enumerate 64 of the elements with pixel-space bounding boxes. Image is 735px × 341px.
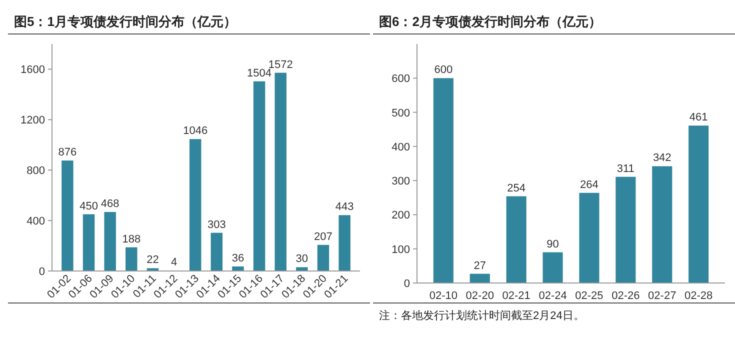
bar	[317, 244, 330, 271]
bar	[232, 266, 244, 271]
data-label: 443	[335, 201, 354, 214]
data-label: 207	[314, 230, 332, 243]
bar	[652, 166, 672, 283]
bar	[542, 252, 563, 283]
text: 注：各地发行计划统计时间截至2月24日。	[379, 309, 584, 322]
data-label: 90	[546, 238, 559, 250]
data-label: 468	[100, 198, 120, 210]
y-tick-label: 400	[392, 141, 410, 154]
chart-title: 图5：1月专项债发行时间分布（亿元）	[14, 14, 236, 29]
data-label: 461	[689, 112, 708, 124]
bar	[189, 139, 202, 271]
bar	[126, 247, 138, 271]
data-label: 1046	[183, 125, 208, 138]
data-label: 4	[170, 256, 178, 268]
y-tick-label: 500	[392, 107, 410, 120]
bar	[296, 267, 308, 271]
data-label: 450	[80, 200, 98, 212]
y-tick-label: 0	[38, 266, 45, 278]
data-label: 342	[652, 152, 672, 164]
bar	[579, 192, 600, 283]
x-tick-label: 02-24	[538, 290, 567, 302]
x-tick-label: 02-28	[684, 290, 713, 302]
chart-title: 图6：2月专项债发行时间分布（亿元）	[379, 14, 602, 29]
data-label: 303	[207, 218, 226, 231]
bar	[62, 160, 74, 271]
data-label: 30	[296, 253, 308, 266]
x-tick-label: 02-25	[575, 290, 604, 302]
data-label: 311	[616, 162, 634, 175]
x-tick-label: 02-27	[648, 290, 676, 302]
y-tick-label: 100	[392, 244, 410, 256]
bar	[338, 215, 350, 271]
data-label: 1504	[247, 67, 272, 80]
data-label: 36	[232, 252, 244, 264]
y-tick-label: 0	[404, 278, 410, 290]
x-tick-label: 02-26	[612, 290, 640, 302]
bar	[104, 212, 116, 271]
bar	[688, 126, 709, 283]
x-tick-label: 02-21	[502, 290, 530, 302]
bar	[616, 176, 636, 283]
data-label: 254	[507, 182, 526, 194]
bar	[82, 214, 95, 271]
bar	[210, 232, 223, 271]
data-label: 27	[474, 260, 486, 272]
y-tick-label: 300	[392, 176, 410, 188]
bar	[253, 81, 266, 271]
bar	[433, 78, 454, 283]
data-label: 600	[434, 64, 453, 76]
y-tick-label: 1200	[20, 114, 45, 127]
data-label: 188	[122, 233, 141, 246]
bar	[506, 196, 526, 283]
bar	[470, 274, 490, 283]
y-tick-label: 200	[392, 210, 410, 222]
data-label: 876	[58, 146, 77, 159]
x-tick-label: 02-20	[466, 290, 494, 302]
bar	[274, 72, 286, 271]
y-tick-label: 1600	[20, 64, 45, 76]
x-tick-label: 02-10	[429, 290, 458, 302]
y-tick-label: 800	[26, 165, 45, 178]
y-tick-label: 400	[26, 216, 45, 228]
data-label: 264	[580, 178, 598, 191]
y-tick-label: 600	[392, 73, 410, 86]
data-label: 22	[146, 254, 159, 266]
